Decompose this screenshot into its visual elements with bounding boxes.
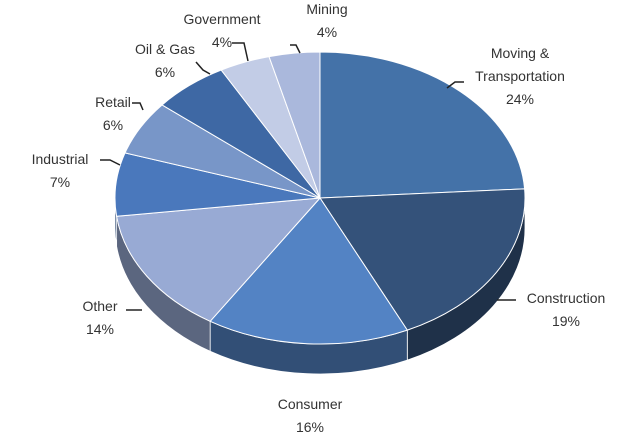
leader-line	[100, 159, 121, 166]
slice-label: Industrial 7%	[32, 148, 89, 194]
value-label: 16%	[295, 419, 325, 435]
slice-label: Retail 6%	[95, 91, 131, 137]
pie-slice	[116, 197, 322, 322]
category-label: Consumer	[277, 396, 343, 412]
slice-label: Other 14%	[82, 295, 117, 341]
value-label: 24%	[505, 91, 535, 107]
category-label: Retail	[95, 94, 131, 110]
category-label: Oil & Gas	[135, 41, 195, 57]
category-label: Other	[82, 298, 118, 314]
category-label: Government	[183, 11, 261, 27]
slice-label: Government 4%	[183, 8, 260, 54]
leader-line	[195, 61, 211, 75]
pie-slice	[209, 197, 409, 345]
pie-slice	[319, 188, 526, 331]
slice-label: Consumer 16%	[278, 393, 343, 436]
value-label: 19%	[551, 313, 581, 329]
category-label: Industrial	[31, 151, 89, 167]
category-label: Moving & Transportation	[475, 45, 565, 84]
pie-slice	[268, 51, 321, 199]
leader-line	[232, 42, 249, 62]
category-label: Construction	[526, 290, 606, 306]
slice-label: Oil & Gas 6%	[135, 38, 195, 84]
slice-label: Moving & Transportation 24%	[463, 42, 578, 111]
pie-slice	[319, 51, 526, 199]
slice-label: Construction 19%	[527, 287, 606, 333]
value-label: 6%	[154, 64, 176, 80]
leader-line	[132, 102, 144, 111]
leader-line	[446, 81, 464, 89]
category-label: Mining	[306, 1, 348, 17]
value-label: 7%	[49, 174, 71, 190]
leader-line	[290, 44, 301, 54]
value-label: 4%	[211, 34, 233, 50]
slice-label: Mining 4%	[306, 0, 347, 44]
value-label: 6%	[102, 117, 124, 133]
value-label: 4%	[316, 24, 338, 40]
value-label: 14%	[85, 321, 115, 337]
